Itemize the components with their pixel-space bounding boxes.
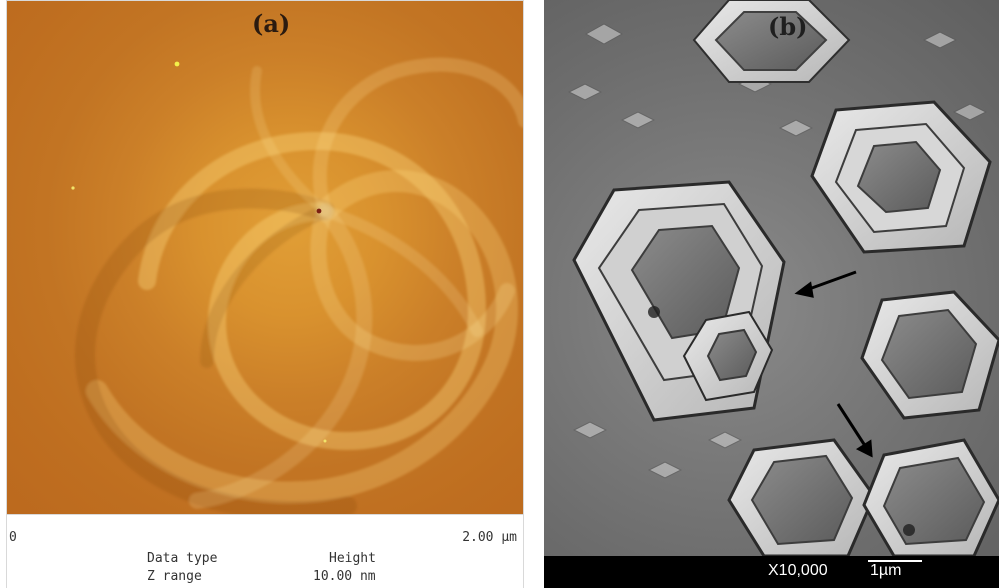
hexagon-bottom-left bbox=[727, 438, 876, 558]
afm-height-image: (a) bbox=[6, 0, 524, 515]
hexagon-right-upper bbox=[810, 100, 992, 254]
spiral-pattern bbox=[71, 57, 523, 514]
afm-panel: (a) 0 2.00 µm Data type Height Z range 1… bbox=[6, 0, 524, 588]
scale-bar bbox=[868, 560, 922, 562]
magnification-label: X10,000 bbox=[768, 562, 828, 579]
hexagon-bottom-right bbox=[862, 438, 999, 558]
scale-end-label: 2.00 µm bbox=[462, 530, 517, 545]
info-key: Data type bbox=[147, 551, 218, 566]
arrow-head bbox=[794, 281, 814, 298]
scale-label: 1µm bbox=[870, 562, 902, 579]
afm-info-box: 0 2.00 µm Data type Height Z range 10.00… bbox=[6, 515, 524, 588]
hexagon-right-middle bbox=[860, 290, 999, 420]
arrow-annotations bbox=[794, 270, 873, 458]
sem-panel: (b) X10,000 1µm bbox=[544, 0, 999, 588]
hexagon-small bbox=[682, 310, 774, 402]
arrow-head bbox=[855, 439, 873, 458]
info-value: Height bbox=[329, 551, 376, 566]
sem-footer: X10,000 1µm bbox=[544, 556, 999, 588]
info-key: Z range bbox=[147, 569, 202, 584]
particle-dot bbox=[174, 61, 180, 67]
hexagonal-structures bbox=[567, 0, 999, 558]
panel-b-label: (b) bbox=[768, 12, 808, 41]
sem-image: (b) bbox=[544, 0, 999, 558]
scale-start-label: 0 bbox=[9, 530, 17, 545]
particle-dot bbox=[71, 186, 75, 190]
hexagon-top bbox=[692, 0, 851, 83]
particle-dot bbox=[323, 439, 327, 443]
info-value: 10.00 nm bbox=[313, 569, 376, 584]
spiral-center-mark bbox=[316, 208, 322, 214]
panel-a-label: (a) bbox=[252, 9, 291, 38]
